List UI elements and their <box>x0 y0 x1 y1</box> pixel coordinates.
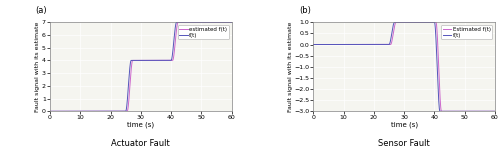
Estimated f(t) <box>428 21 434 23</box>
Line: f(t): f(t) <box>314 22 495 111</box>
f(t) <box>446 110 452 112</box>
Text: (b): (b) <box>299 6 310 15</box>
Estimated f(t) <box>438 110 444 112</box>
f(t) <box>80 110 86 112</box>
Title: Actuator Fault: Actuator Fault <box>112 139 170 148</box>
X-axis label: time (s): time (s) <box>128 122 154 128</box>
Estimated f(t) <box>310 44 316 45</box>
estimated f(t) <box>165 59 171 61</box>
estimated f(t) <box>47 110 53 112</box>
Y-axis label: Fault signal with its estimate: Fault signal with its estimate <box>36 22 41 112</box>
f(t) <box>392 21 398 23</box>
estimated f(t) <box>156 59 162 61</box>
estimated f(t) <box>228 21 234 23</box>
Line: Estimated f(t): Estimated f(t) <box>314 22 495 111</box>
Line: f(t): f(t) <box>50 22 232 111</box>
f(t) <box>174 21 180 23</box>
f(t) <box>428 21 434 23</box>
f(t) <box>116 110 122 112</box>
f(t) <box>47 110 53 112</box>
f(t) <box>344 44 349 45</box>
Text: (a): (a) <box>36 6 47 15</box>
estimated f(t) <box>196 21 202 23</box>
Estimated f(t) <box>460 110 466 112</box>
f(t) <box>437 110 443 112</box>
f(t) <box>182 21 188 23</box>
f(t) <box>380 44 386 45</box>
Estimated f(t) <box>393 21 399 23</box>
f(t) <box>310 44 316 45</box>
estimated f(t) <box>80 110 86 112</box>
f(t) <box>492 110 498 112</box>
Estimated f(t) <box>420 21 426 23</box>
Estimated f(t) <box>380 44 386 45</box>
Line: estimated f(t): estimated f(t) <box>50 22 232 111</box>
X-axis label: time (s): time (s) <box>390 122 417 128</box>
f(t) <box>196 21 202 23</box>
Title: Sensor Fault: Sensor Fault <box>378 139 430 148</box>
estimated f(t) <box>182 21 188 23</box>
f(t) <box>460 110 466 112</box>
Estimated f(t) <box>344 44 349 45</box>
estimated f(t) <box>175 21 181 23</box>
Legend: Estimated f(t), f(t): Estimated f(t), f(t) <box>441 25 492 39</box>
Estimated f(t) <box>446 110 452 112</box>
f(t) <box>420 21 426 23</box>
estimated f(t) <box>116 110 122 112</box>
Y-axis label: Fault signal with its estimate: Fault signal with its estimate <box>288 22 292 112</box>
Legend: estimated f(t), f(t): estimated f(t), f(t) <box>178 25 229 39</box>
f(t) <box>156 59 162 61</box>
Estimated f(t) <box>492 110 498 112</box>
f(t) <box>165 59 171 61</box>
f(t) <box>228 21 234 23</box>
